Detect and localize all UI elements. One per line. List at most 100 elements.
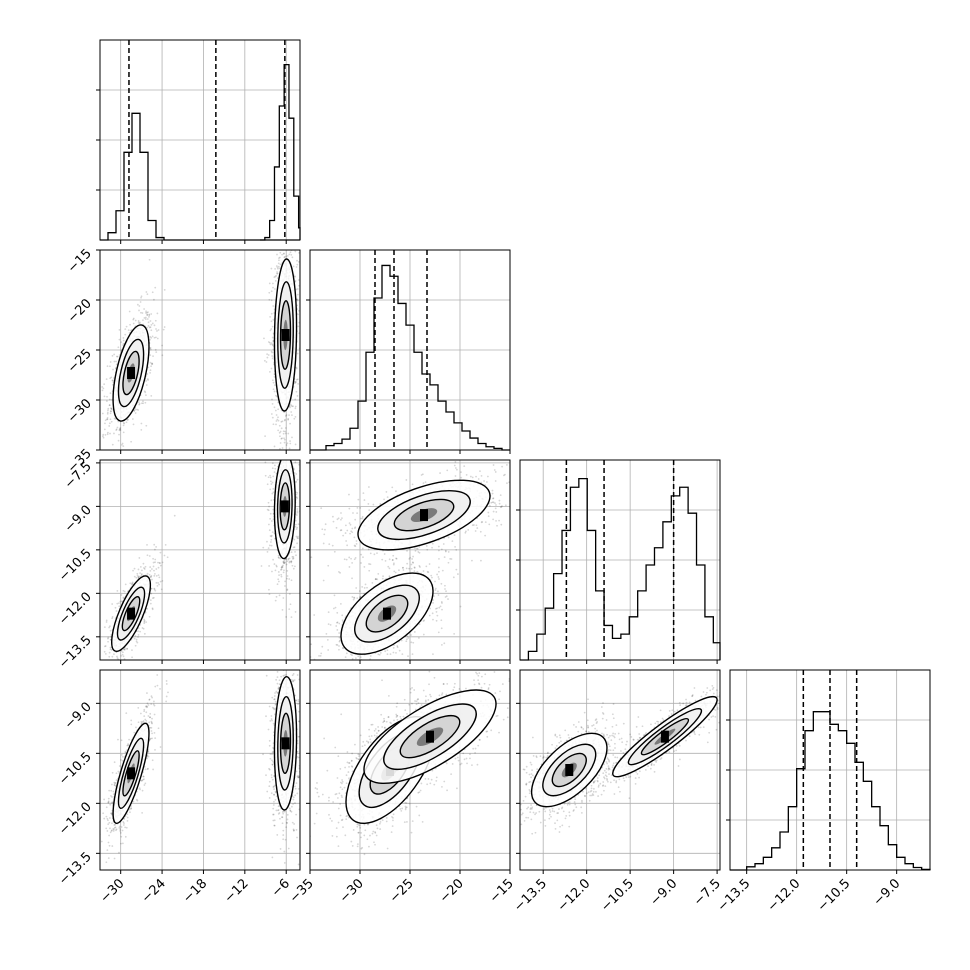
scatter-point xyxy=(449,557,452,560)
scatter-point xyxy=(139,301,142,303)
scatter-point xyxy=(282,415,284,417)
scatter-point xyxy=(371,581,374,584)
scatter-point xyxy=(292,265,295,268)
scatter-point xyxy=(271,462,274,465)
scatter-point xyxy=(276,446,278,448)
scatter-point xyxy=(494,507,497,510)
scatter-point xyxy=(278,227,280,229)
scatter-point xyxy=(330,666,332,668)
scatter-point xyxy=(276,242,278,244)
scatter-point xyxy=(113,503,115,505)
scatter-point xyxy=(137,575,140,578)
scatter-point xyxy=(348,673,350,675)
scatter-point xyxy=(271,343,274,346)
scatter-point xyxy=(271,357,274,360)
scatter-point xyxy=(138,322,141,325)
scatter-point xyxy=(103,650,106,653)
scatter-point xyxy=(436,614,439,617)
scatter-point xyxy=(133,637,136,640)
scatter-point xyxy=(294,519,297,522)
scatter-point xyxy=(148,573,151,576)
scatter-point xyxy=(286,560,289,563)
scatter-point xyxy=(150,329,153,332)
scatter-point xyxy=(108,660,110,662)
scatter-point xyxy=(97,649,99,651)
scatter-point xyxy=(431,542,434,545)
scatter-point xyxy=(283,454,285,456)
scatter-point xyxy=(408,567,410,570)
scatter-point xyxy=(144,391,147,394)
scatter-point xyxy=(293,417,296,420)
scatter-point xyxy=(148,615,151,618)
scatter-point xyxy=(296,491,299,494)
scatter-point xyxy=(398,649,401,652)
scatter-point xyxy=(138,403,141,406)
scatter-point xyxy=(154,286,157,289)
scatter-point xyxy=(405,479,408,481)
scatter-point xyxy=(283,562,285,565)
scatter-point xyxy=(493,469,496,471)
scatter-point xyxy=(263,359,266,362)
scatter-point xyxy=(437,590,439,593)
scatter-point xyxy=(294,405,297,408)
scatter-point xyxy=(109,418,112,421)
scatter-point xyxy=(150,323,153,326)
scatter-point xyxy=(332,520,335,523)
scatter-point xyxy=(270,328,273,330)
scatter-point xyxy=(268,291,271,294)
scatter-point xyxy=(137,630,139,633)
scatter-point xyxy=(294,550,296,553)
scatter-point xyxy=(285,255,287,258)
scatter-point xyxy=(157,566,160,569)
scatter-point xyxy=(288,253,291,256)
scatter-point xyxy=(116,589,119,592)
scatter-point xyxy=(267,476,270,479)
scatter-point xyxy=(278,411,280,413)
scatter-point xyxy=(269,329,272,332)
scatter-point xyxy=(280,568,283,571)
scatter-point xyxy=(273,384,276,387)
scatter-point xyxy=(132,317,135,320)
scatter-point xyxy=(360,562,362,564)
scatter-point xyxy=(338,570,340,573)
scatter-point xyxy=(379,652,382,654)
scatter-point xyxy=(109,377,112,380)
scatter-point xyxy=(291,555,294,558)
scatter-point xyxy=(342,646,344,649)
scatter-point xyxy=(143,390,146,393)
scatter-point xyxy=(283,457,285,459)
scatter-point xyxy=(104,652,107,655)
scatter-point xyxy=(158,561,161,564)
scatter-point xyxy=(106,411,109,414)
scatter-point xyxy=(138,557,141,559)
scatter-point xyxy=(297,535,299,538)
scatter-point xyxy=(289,457,291,459)
scatter-point xyxy=(267,354,270,356)
scatter-point xyxy=(269,474,271,477)
scatter-point xyxy=(155,546,158,548)
scatter-point xyxy=(292,557,295,560)
scatter-point xyxy=(438,606,441,609)
scatter-point xyxy=(440,600,443,603)
scatter-point xyxy=(413,566,416,569)
scatter-point xyxy=(134,319,137,322)
scatter-point xyxy=(143,567,145,569)
scatter-point xyxy=(282,561,285,563)
scatter-point xyxy=(264,435,266,438)
scatter-point xyxy=(276,418,279,421)
scatter-point xyxy=(153,574,156,577)
scatter-point xyxy=(139,630,141,633)
scatter-point xyxy=(274,467,277,470)
scatter-point xyxy=(112,368,114,371)
scatter-point xyxy=(116,674,118,676)
scatter-point xyxy=(152,596,155,599)
scatter-point xyxy=(273,464,276,467)
scatter-point xyxy=(281,456,283,458)
scatter-point xyxy=(291,440,293,442)
scatter-point xyxy=(120,655,123,657)
scatter-point xyxy=(269,517,272,520)
scatter-point xyxy=(160,588,163,591)
scatter-point xyxy=(287,456,289,458)
scatter-point xyxy=(280,573,283,576)
scatter-point xyxy=(144,316,147,319)
